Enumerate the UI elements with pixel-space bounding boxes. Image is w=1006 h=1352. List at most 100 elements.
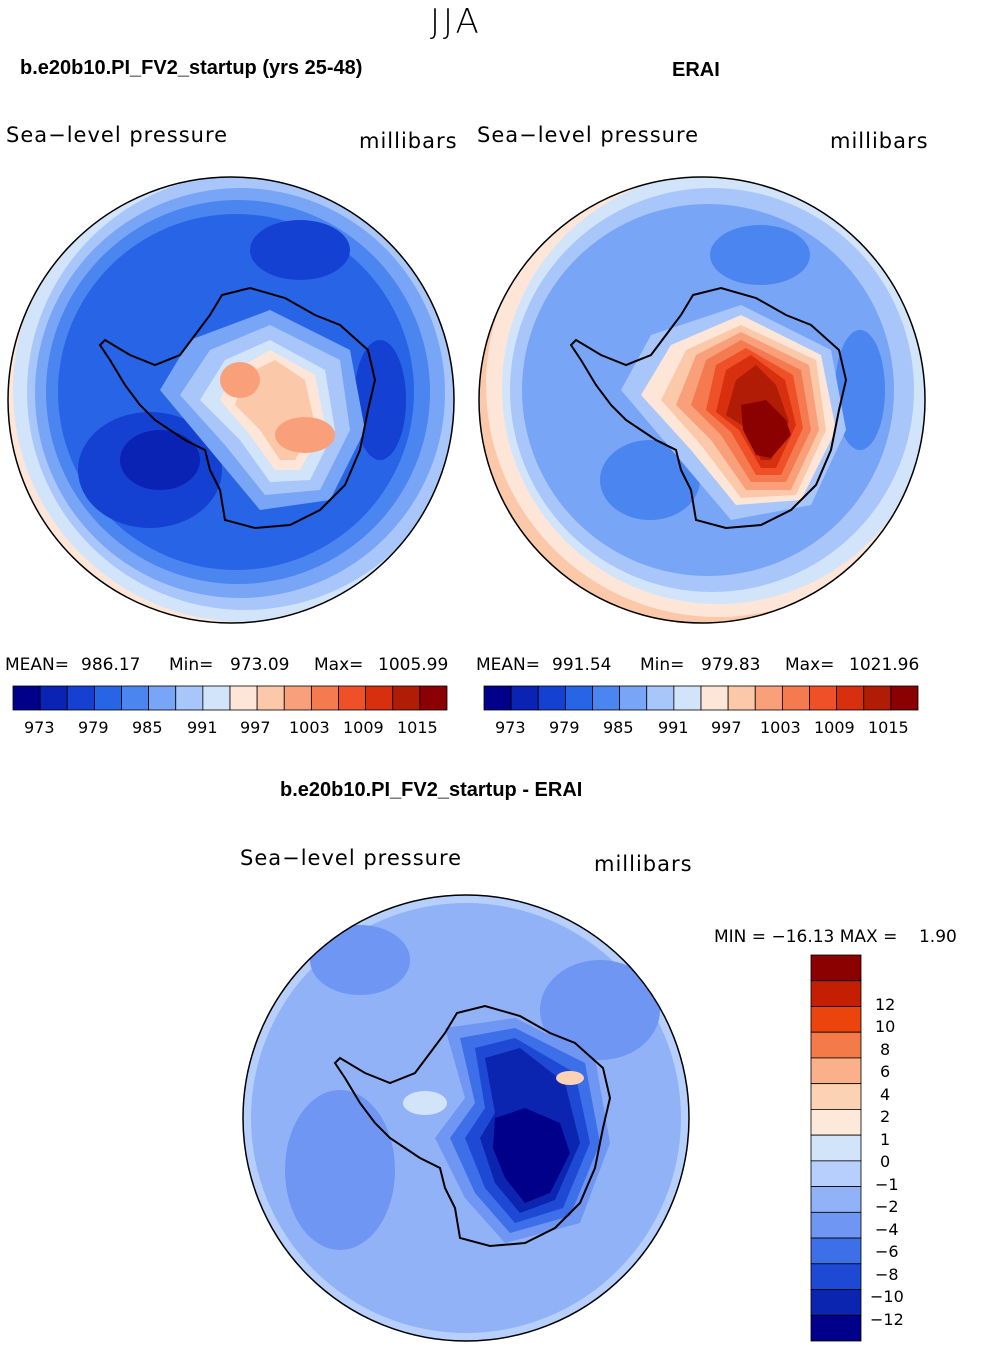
model-colorbar-swatch (148, 685, 177, 711)
diff-panel-title: b.e20b10.PI_FV2_startup - ERAI (280, 779, 583, 801)
model-units-label: millibars (359, 129, 458, 153)
obs-mean-label: MEAN= (476, 655, 540, 675)
model-colorbar-tick: 1003 (289, 718, 330, 737)
diff-colorbar-swatch (810, 1134, 862, 1162)
diff-map (242, 894, 690, 1342)
diff-colorbar-tick: 6 (880, 1062, 891, 1081)
diff-colorbar-swatch (810, 1186, 862, 1213)
model-colorbar-swatch (419, 685, 448, 711)
model-colorbar-swatch (392, 685, 421, 711)
diff-colorbar-swatch (810, 1006, 862, 1033)
diff-variable-label: Sea−level pressure (240, 846, 463, 870)
diff-colorbar-tick: −6 (875, 1242, 899, 1261)
obs-colorbar (483, 685, 919, 711)
diff-colorbar-tick: −12 (870, 1310, 904, 1329)
diff-colorbar-swatch (810, 980, 862, 1007)
model-panel-title: b.e20b10.PI_FV2_startup (yrs 25-48) (20, 57, 363, 79)
diff-colorbar-tick: 0 (880, 1152, 891, 1171)
obs-colorbar-swatch (727, 685, 756, 711)
diff-colorbar-tick: 2 (880, 1107, 891, 1126)
diff-colorbar-swatch (810, 1211, 862, 1239)
model-colorbar-swatch (365, 685, 394, 711)
model-colorbar-swatch (202, 685, 231, 711)
diff-colorbar-swatch (810, 1160, 862, 1188)
obs-colorbar-swatch (673, 685, 702, 711)
obs-max-value: 1021.96 (849, 655, 920, 675)
model-colorbar-swatch (175, 685, 204, 711)
diff-units-label: millibars (594, 852, 693, 876)
obs-colorbar-tick: 1003 (760, 718, 801, 737)
obs-min-value: 979.83 (701, 655, 761, 675)
obs-max-label: Max= (785, 655, 835, 675)
model-min-label: Min= (169, 655, 214, 675)
diff-colorbar-tick: 4 (880, 1085, 891, 1104)
diff-colorbar-tick: 10 (875, 1017, 896, 1036)
diff-minmax: MIN = −16.13 MAX = 1.90 (714, 927, 957, 947)
model-colorbar-swatch (93, 685, 122, 711)
obs-colorbar-swatch (619, 685, 648, 711)
diff-colorbar-swatch (810, 1237, 862, 1265)
diff-colorbar-tick: −1 (875, 1175, 899, 1194)
model-colorbar-tick: 1009 (343, 718, 384, 737)
model-variable-label: Sea−level pressure (6, 123, 229, 147)
diff-colorbar-swatch (810, 1057, 862, 1085)
model-colorbar-swatch (121, 685, 150, 711)
obs-colorbar-tick: 991 (658, 718, 689, 737)
obs-colorbar-swatch (863, 685, 892, 711)
obs-colorbar-swatch (483, 685, 512, 711)
diff-colorbar-swatch (810, 1289, 862, 1316)
obs-colorbar-swatch (592, 685, 621, 711)
model-colorbar-tick: 979 (78, 718, 109, 737)
model-colorbar-swatch (229, 685, 258, 711)
obs-mean-value: 991.54 (552, 655, 612, 675)
obs-colorbar-tick: 1009 (814, 718, 855, 737)
obs-colorbar-swatch (836, 685, 865, 711)
obs-colorbar-swatch (700, 685, 729, 711)
model-colorbar-swatch (310, 685, 339, 711)
obs-colorbar-tick: 1015 (868, 718, 909, 737)
model-colorbar (12, 685, 448, 711)
obs-colorbar-swatch (781, 685, 810, 711)
obs-colorbar-swatch (754, 685, 783, 711)
model-max-value: 1005.99 (378, 655, 449, 675)
obs-colorbar-swatch (537, 685, 566, 711)
obs-colorbar-swatch (510, 685, 539, 711)
obs-colorbar-tick: 979 (549, 718, 580, 737)
obs-colorbar-swatch (809, 685, 838, 711)
obs-colorbar-swatch (564, 685, 593, 711)
model-colorbar-swatch (256, 685, 285, 711)
diff-colorbar-swatch (810, 1314, 862, 1342)
model-colorbar-swatch (39, 685, 68, 711)
model-map (7, 176, 455, 624)
season-title: JJA (430, 2, 482, 42)
model-mean-label: MEAN= (5, 655, 69, 675)
model-colorbar-swatch (12, 685, 41, 711)
obs-units-label: millibars (830, 129, 929, 153)
model-min-value: 973.09 (230, 655, 290, 675)
model-colorbar-tick: 973 (24, 718, 55, 737)
diff-colorbar-swatch (810, 1083, 862, 1110)
model-colorbar-swatch (283, 685, 312, 711)
diff-colorbar-swatch (810, 954, 862, 982)
diff-colorbar-tick: 12 (875, 995, 896, 1014)
obs-colorbar-swatch (646, 685, 675, 711)
diff-colorbar (810, 954, 862, 1342)
model-max-label: Max= (314, 655, 364, 675)
model-colorbar-swatch (338, 685, 367, 711)
diff-colorbar-tick: −8 (875, 1265, 899, 1284)
obs-panel-title: ERAI (672, 59, 720, 81)
obs-min-label: Min= (640, 655, 685, 675)
diff-colorbar-tick: −10 (870, 1287, 904, 1306)
diff-colorbar-tick: −2 (875, 1197, 899, 1216)
model-colorbar-tick: 991 (187, 718, 218, 737)
obs-map (478, 176, 926, 624)
diff-colorbar-tick: −4 (875, 1220, 899, 1239)
model-colorbar-tick: 1015 (397, 718, 438, 737)
obs-colorbar-tick: 985 (603, 718, 634, 737)
diff-colorbar-tick: 8 (880, 1040, 891, 1059)
diff-colorbar-swatch (810, 1109, 862, 1136)
diff-colorbar-tick: 1 (880, 1130, 891, 1149)
model-mean-value: 986.17 (81, 655, 141, 675)
obs-colorbar-swatch (890, 685, 919, 711)
